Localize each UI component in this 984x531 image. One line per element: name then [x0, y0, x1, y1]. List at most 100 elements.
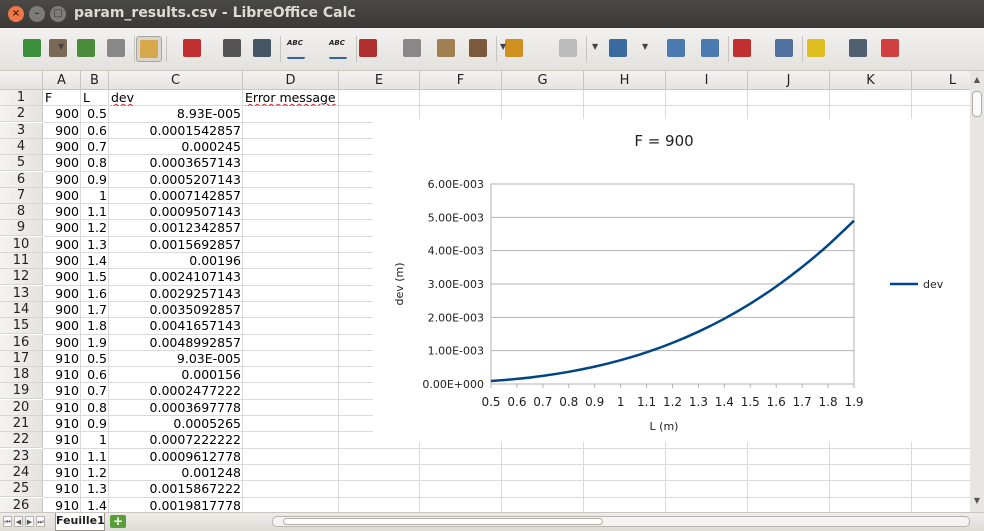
row-header[interactable]: 9	[0, 220, 43, 237]
chart-icon[interactable]	[730, 36, 754, 60]
cell-dev[interactable]: 0.0041657143	[149, 318, 241, 334]
horizontal-scrollbar[interactable]	[272, 516, 970, 527]
hyperlink-icon[interactable]	[606, 36, 630, 60]
cell-f[interactable]: 900	[55, 334, 79, 350]
export-pdf-icon[interactable]	[180, 36, 204, 60]
paste-icon[interactable]	[434, 36, 458, 60]
row-header[interactable]: 16	[0, 334, 43, 351]
undo-dropdown-arrow[interactable]: ▼	[592, 42, 599, 51]
cell-f[interactable]: 900	[55, 122, 79, 138]
cell-dev[interactable]: 0.0007142857	[149, 187, 241, 203]
undo-icon[interactable]	[502, 36, 526, 60]
cut-icon[interactable]	[356, 36, 380, 60]
column-header[interactable]: A	[43, 71, 81, 90]
column-header[interactable]: F	[420, 71, 502, 90]
cell-l[interactable]: 1.8	[87, 318, 107, 334]
cell-f[interactable]: 910	[55, 464, 79, 480]
cell-dev[interactable]: 0.001248	[181, 464, 241, 480]
row-header[interactable]: 12	[0, 269, 43, 286]
header-cell-l[interactable]: L	[83, 90, 90, 105]
row-header[interactable]: 24	[0, 464, 43, 481]
next-sheet-button[interactable]: ▶	[25, 516, 34, 527]
new-document-icon[interactable]	[20, 36, 44, 60]
column-header[interactable]: D	[243, 71, 339, 90]
header-cell-error-message[interactable]: Error message	[245, 90, 336, 105]
row-header[interactable]: 1	[0, 90, 43, 106]
scroll-up-icon[interactable]: ▲	[973, 75, 981, 84]
cell-l[interactable]: 0.9	[87, 171, 107, 187]
cell-f[interactable]: 910	[55, 481, 79, 497]
row-header[interactable]: 21	[0, 416, 43, 432]
header-cell-f[interactable]: F	[45, 90, 53, 105]
column-header[interactable]: G	[502, 71, 584, 90]
sort-ascending-icon[interactable]	[664, 36, 688, 60]
open-folder-icon[interactable]	[46, 36, 70, 60]
cell-l[interactable]: 1.1	[87, 204, 107, 220]
cell-f[interactable]: 910	[55, 367, 79, 383]
prev-sheet-button[interactable]: ◀	[14, 516, 23, 527]
cell-f[interactable]: 910	[55, 399, 79, 415]
select-all-corner[interactable]	[0, 71, 43, 90]
cell-l[interactable]: 0.5	[87, 350, 107, 366]
cell-f[interactable]: 900	[55, 318, 79, 334]
cell-f[interactable]: 900	[55, 236, 79, 252]
row-header[interactable]: 18	[0, 367, 43, 384]
cell-f[interactable]: 910	[55, 432, 79, 448]
cell-dev[interactable]: 0.000156	[181, 367, 241, 383]
cell-dev[interactable]: 0.0015867222	[149, 481, 241, 497]
row-header[interactable]: 17	[0, 350, 43, 367]
cell-f[interactable]: 900	[55, 138, 79, 154]
horizontal-scroll-thumb[interactable]	[283, 518, 603, 525]
column-header[interactable]: C	[109, 71, 243, 90]
cell-l[interactable]: 0.5	[87, 106, 107, 122]
row-header[interactable]: 2	[0, 106, 43, 123]
cell-dev[interactable]: 0.0005207143	[149, 171, 241, 187]
column-header[interactable]: J	[748, 71, 830, 90]
save-icon[interactable]	[74, 36, 98, 60]
cell-l[interactable]: 0.9	[87, 416, 107, 431]
column-header[interactable]: L	[912, 71, 970, 90]
cell-f[interactable]: 900	[55, 187, 79, 203]
close-window-button[interactable]: ×	[8, 6, 24, 22]
row-header[interactable]: 13	[0, 285, 43, 302]
cell-dev[interactable]: 0.0012342857	[149, 220, 241, 236]
line-chart[interactable]: F = 900 0.00E+000 1.00E-003 2.00E-003 3.00E-…	[373, 119, 970, 442]
row-header[interactable]: 10	[0, 236, 43, 253]
last-sheet-button[interactable]: ⏭	[36, 516, 45, 527]
cell-dev[interactable]: 0.0015692857	[149, 236, 241, 252]
new-dropdown-arrow[interactable]: ▼	[58, 42, 65, 51]
cell-dev[interactable]: 0.0009507143	[149, 204, 241, 220]
help-icon[interactable]	[878, 36, 902, 60]
series-line-dev[interactable]	[490, 219, 855, 383]
cell-l[interactable]: 0.7	[87, 383, 107, 399]
cell-dev[interactable]: 0.0005265	[173, 416, 241, 431]
cell-dev[interactable]: 0.0024107143	[149, 269, 241, 285]
print-preview-icon[interactable]	[250, 36, 274, 60]
cell-dev[interactable]: 0.0019817778	[149, 497, 241, 513]
row-header[interactable]: 6	[0, 171, 43, 188]
draw-functions-icon[interactable]	[772, 36, 796, 60]
cell-l[interactable]: 1.4	[87, 497, 107, 513]
row-header[interactable]: 25	[0, 481, 43, 498]
cell-dev[interactable]: 0.0035092857	[149, 301, 241, 317]
cell-l[interactable]: 0.7	[87, 138, 107, 154]
cell-f[interactable]: 910	[55, 497, 79, 513]
row-header[interactable]: 19	[0, 383, 43, 400]
row-header[interactable]: 23	[0, 448, 43, 465]
cell-dev[interactable]: 0.0003697778	[149, 399, 241, 415]
row-header[interactable]: 7	[0, 187, 43, 204]
clone-format-icon[interactable]	[466, 36, 490, 60]
navigator-icon[interactable]	[804, 36, 828, 60]
cell-l[interactable]: 1.9	[87, 334, 107, 350]
cell-f[interactable]: 900	[55, 220, 79, 236]
header-cell-dev[interactable]: dev	[111, 90, 135, 105]
column-header[interactable]: I	[666, 71, 748, 90]
cell-f[interactable]: 910	[55, 383, 79, 399]
row-header[interactable]: 22	[0, 432, 43, 449]
email-icon[interactable]	[104, 36, 128, 60]
cell-dev[interactable]: 0.0003657143	[149, 155, 241, 171]
minimize-window-button[interactable]: –	[29, 6, 45, 22]
redo-dropdown-arrow[interactable]: ▼	[642, 42, 649, 51]
cell-l[interactable]: 1.1	[87, 448, 107, 464]
cell-f[interactable]: 910	[55, 350, 79, 366]
